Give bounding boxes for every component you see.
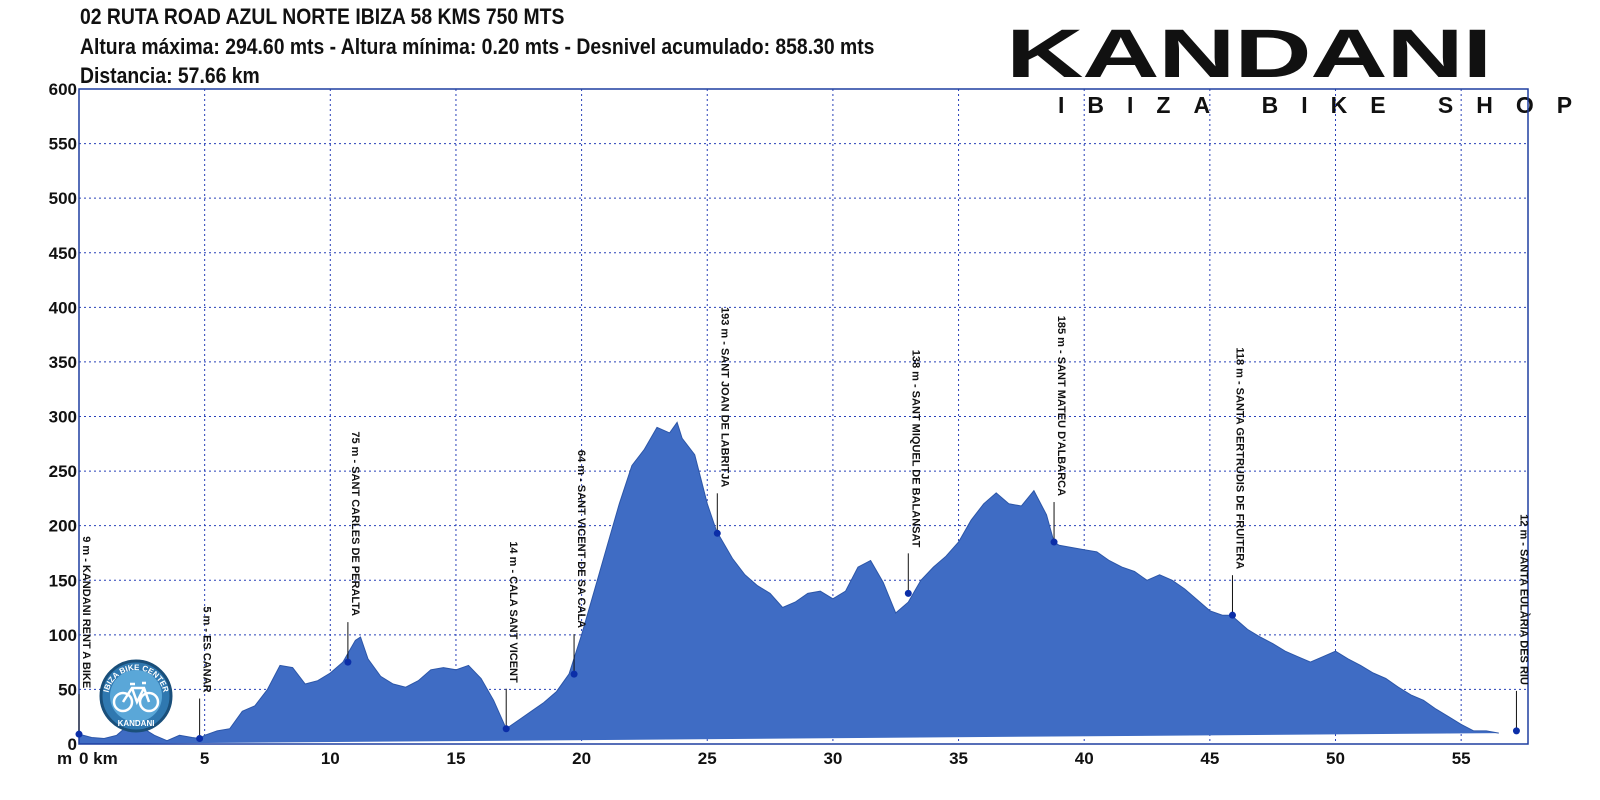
badge-bottom-text: KANDANI (118, 719, 155, 728)
waypoint-label: 75 m - SANT CARLES DE PERALTA (349, 431, 361, 616)
waypoint-label: 138 m - SANT MIQUEL DE BALANSAT (909, 350, 921, 548)
y-tick-label: 150 (49, 571, 77, 590)
waypoint-marker (1512, 727, 1520, 735)
waypoint-label: 14 m - CALA SANT VICENT (507, 541, 519, 683)
x-unit-label: m (57, 749, 72, 768)
waypoint-label: 118 m - SANTA GERTRUDIS DE FRUITERA (1233, 347, 1245, 569)
ibiza-bike-center-badge: IBIZA BIKE CENTER KANDANI (99, 659, 173, 733)
y-tick-label: 350 (49, 353, 77, 372)
x-tick-label: 5 (200, 749, 209, 768)
x-tick-label: 35 (949, 749, 968, 768)
waypoint-marker (75, 730, 83, 738)
x-axis: m 0 km 5 10 15 20 25 30 35 40 45 50 55 (57, 749, 1471, 768)
x-tick-label: 25 (698, 749, 717, 768)
x-tick-label: 30 (823, 749, 842, 768)
waypoint-label: 193 m - SANT JOAN DE LABRITJA (718, 307, 730, 487)
x-tick-label: 0 km (79, 749, 118, 768)
y-tick-label: 450 (49, 244, 77, 263)
y-tick-label: 500 (49, 189, 77, 208)
distance-label: Distancia: 57.66 km (80, 63, 260, 88)
brand-tagline: IBIZA BIKE SHOP (1058, 92, 1596, 118)
y-tick-label: 400 (49, 298, 77, 317)
x-tick-label: 55 (1452, 749, 1471, 768)
x-tick-label: 15 (446, 749, 465, 768)
y-tick-label: 0 (68, 735, 77, 754)
y-tick-label: 550 (49, 135, 77, 154)
y-tick-label: 250 (49, 462, 77, 481)
waypoint-marker (502, 725, 510, 733)
waypoint-marker (344, 658, 352, 666)
y-tick-label: 50 (58, 680, 77, 699)
waypoint-label: 9 m - KANDANI RENT A BIKE (80, 536, 92, 688)
waypoint-marker (570, 670, 578, 678)
x-tick-label: 45 (1200, 749, 1219, 768)
plot-frame (78, 88, 1529, 745)
waypoint-marker (904, 589, 912, 597)
waypoint-marker (713, 529, 721, 537)
chart-subtitle: Altura máxima: 294.60 mts - Altura mínim… (80, 34, 875, 59)
y-tick-label: 200 (49, 517, 77, 536)
x-tick-label: 40 (1075, 749, 1094, 768)
chart-title: 02 RUTA ROAD AZUL NORTE IBIZA 58 KMS 750… (80, 4, 565, 29)
waypoint-label: 12 m - SANTA EULÀRIA DES RIU (1517, 514, 1530, 685)
y-tick-label: 300 (49, 408, 77, 427)
plot-border (78, 88, 1529, 745)
waypoint-label: 5 m - ES CANAR (201, 606, 213, 692)
x-tick-label: 20 (572, 749, 591, 768)
elevation-area (78, 421, 1499, 744)
waypoint-marker (1228, 611, 1236, 619)
x-tick-label: 10 (321, 749, 340, 768)
waypoint-marker (1050, 538, 1058, 546)
brand-logo-text: KANDANI (1006, 14, 1492, 92)
waypoint-label: 185 m - SANT MATEU D'ALBARCA (1055, 316, 1067, 496)
bicycle-icon (112, 681, 160, 713)
y-tick-label: 100 (49, 626, 77, 645)
elevation-area-fill (78, 421, 1499, 744)
x-tick-label: 50 (1326, 749, 1345, 768)
waypoint-label: 64 m - SANT VICENT DE SA CALA (575, 450, 587, 628)
waypoints: 9 m - KANDANI RENT A BIKE 5 m - ES CANAR 7… (75, 307, 1530, 743)
y-tick-label: 600 (49, 80, 77, 99)
y-axis: 0 50 100 150 200 250 300 350 400 450 500 550 600 (49, 80, 77, 754)
waypoint-marker (196, 735, 204, 743)
